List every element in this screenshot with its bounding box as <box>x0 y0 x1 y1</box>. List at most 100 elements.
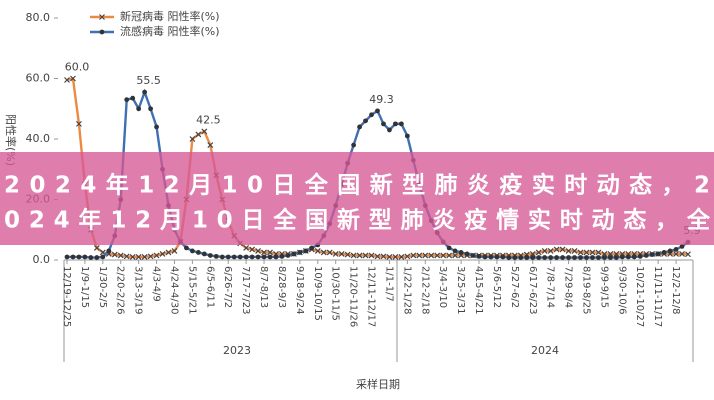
marker <box>548 255 554 260</box>
x-tick-label: 9/18-9/24 <box>294 266 305 315</box>
marker <box>225 254 231 260</box>
marker <box>392 254 399 260</box>
y-tick-label: 60.0 <box>26 72 51 85</box>
data-label: 49.3 <box>369 93 394 106</box>
marker <box>500 254 506 260</box>
x-tick-label: 1/1-1/7 <box>383 266 394 302</box>
marker <box>243 244 250 251</box>
marker <box>338 251 345 257</box>
marker <box>565 248 572 254</box>
marker <box>578 255 583 260</box>
marker <box>446 252 453 259</box>
marker <box>184 245 189 251</box>
marker <box>571 248 578 254</box>
marker <box>291 251 297 257</box>
marker <box>470 253 476 258</box>
x-tick-label: 3/4-3/10 <box>437 266 448 308</box>
marker <box>428 252 435 259</box>
marker <box>512 255 518 260</box>
x-tick-label: 11/20-11/26 <box>348 266 359 327</box>
marker <box>572 255 577 260</box>
marker <box>249 246 256 253</box>
marker <box>201 251 207 257</box>
marker <box>560 255 566 260</box>
marker <box>100 254 106 260</box>
banner-text: 024年12月10日全国新型肺炎疫情实时动态，全 <box>4 207 711 234</box>
x-tick-label: 1/22-1/28 <box>401 266 412 315</box>
marker <box>536 255 542 260</box>
marker <box>303 248 309 254</box>
marker <box>452 252 459 259</box>
marker <box>207 253 213 258</box>
marker <box>135 254 142 260</box>
marker <box>154 124 159 130</box>
x-tick-label: 5/27-6/2 <box>509 266 520 308</box>
marker <box>637 253 643 259</box>
marker <box>607 255 613 260</box>
marker <box>553 246 560 253</box>
marker <box>530 255 536 260</box>
marker <box>106 248 112 254</box>
marker <box>381 121 386 127</box>
marker <box>326 249 333 256</box>
data-label: 42.5 <box>196 113 221 126</box>
x-tick-label: 7/29-8/4 <box>563 266 574 308</box>
marker <box>685 251 691 258</box>
marker <box>601 251 608 257</box>
marker <box>285 253 291 258</box>
marker <box>404 253 411 260</box>
marker <box>368 252 375 259</box>
x-tick-label: 1/9-1/15 <box>79 266 90 308</box>
marker <box>619 254 625 260</box>
marker <box>363 118 368 124</box>
x-tick-label: 6/26-7/2 <box>222 266 233 308</box>
marker <box>602 255 607 260</box>
marker <box>88 255 94 260</box>
x-tick-label: 8/7-8/13 <box>258 266 269 308</box>
marker <box>201 128 208 135</box>
marker <box>398 254 405 260</box>
marker <box>255 254 261 260</box>
marker <box>607 251 614 257</box>
marker <box>446 245 452 251</box>
marker <box>261 254 267 260</box>
marker <box>142 89 148 95</box>
marker <box>130 95 136 101</box>
marker <box>393 121 398 127</box>
marker <box>434 252 441 259</box>
marker <box>94 255 100 260</box>
marker <box>99 14 105 20</box>
marker <box>374 253 381 260</box>
marker <box>231 254 237 260</box>
marker <box>410 252 417 259</box>
marker <box>398 121 404 127</box>
marker <box>189 248 195 254</box>
marker <box>380 253 387 260</box>
marker <box>488 254 494 260</box>
marker <box>458 250 464 255</box>
marker <box>309 245 315 251</box>
marker <box>111 251 118 258</box>
marker <box>547 248 554 254</box>
x-tick-label: 4/3-4/9 <box>151 266 162 302</box>
banner <box>0 152 714 245</box>
x-tick-label: 5/15-5/21 <box>186 266 197 315</box>
marker <box>613 255 619 260</box>
marker <box>76 254 82 260</box>
marker <box>195 250 201 255</box>
marker <box>541 248 548 254</box>
marker <box>535 249 542 256</box>
x-tick-label: 3/25-3/31 <box>455 266 466 315</box>
marker <box>267 254 273 260</box>
marker <box>518 255 524 260</box>
marker <box>148 106 153 112</box>
marker <box>99 29 105 35</box>
marker <box>362 252 369 259</box>
marker <box>673 247 679 252</box>
marker <box>64 254 70 260</box>
x-tick-label: 8/28-9/3 <box>276 266 287 308</box>
marker <box>631 254 637 260</box>
marker <box>129 254 136 260</box>
marker <box>386 254 393 260</box>
